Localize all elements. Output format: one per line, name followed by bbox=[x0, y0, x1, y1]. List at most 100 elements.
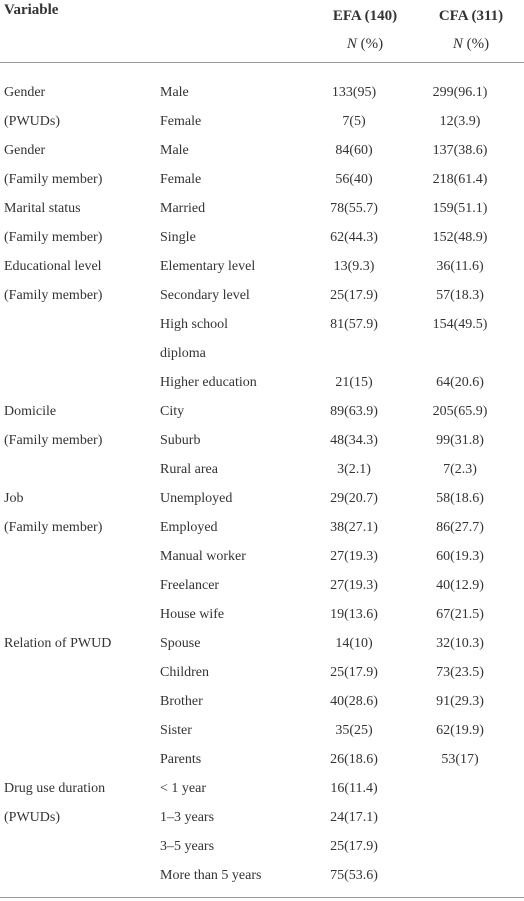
variable-cell bbox=[0, 542, 160, 571]
table-row: More than 5 years 75(53.6) bbox=[0, 861, 524, 890]
value-cell: 40(28.6) bbox=[330, 694, 378, 709]
value-cell: 62(19.9) bbox=[436, 723, 484, 738]
value-cell: 16(11.4) bbox=[330, 781, 378, 796]
category-cell: Male bbox=[160, 143, 189, 158]
value-cell: 62(44.3) bbox=[330, 230, 378, 245]
value-cell: 60(19.3) bbox=[436, 549, 484, 564]
table-row: Freelancer 27(19.3) 40(12.9) bbox=[0, 571, 524, 600]
variable-cell: Relation of PWUD bbox=[4, 636, 112, 651]
table-row: (Family member) Employed 38(27.1) 86(27.7) bbox=[0, 513, 524, 542]
variable-cell bbox=[0, 600, 160, 629]
value-cell: 205(65.9) bbox=[432, 404, 488, 419]
table-row: (Family member) Single 62(44.3) 152(48.9) bbox=[0, 223, 524, 252]
variable-cell bbox=[0, 310, 160, 368]
value-cell: 75(53.6) bbox=[330, 868, 378, 883]
header-title: EFA (140) bbox=[332, 8, 398, 24]
header-cell: Variable bbox=[4, 2, 59, 18]
variable-cell: Marital status bbox=[4, 201, 81, 216]
value-cell: 89(63.9) bbox=[330, 404, 378, 419]
table-row: House wife 19(13.6) 67(21.5) bbox=[0, 600, 524, 629]
value-cell: 26(18.6) bbox=[330, 752, 378, 767]
category-cell: Spouse bbox=[160, 636, 201, 651]
value-cell: 73(23.5) bbox=[436, 665, 484, 680]
table-row: (Family member) Female 56(40) 218(61.4) bbox=[0, 165, 524, 194]
category-cell: House wife bbox=[160, 607, 225, 622]
value-cell: 99(31.8) bbox=[436, 433, 484, 448]
category-cell: City bbox=[160, 404, 185, 419]
table-row: (Family member) Suburb 48(34.3) 99(31.8) bbox=[0, 426, 524, 455]
variable-cell: Gender bbox=[4, 85, 46, 100]
value-cell: 40(12.9) bbox=[436, 578, 484, 593]
category-cell: Employed bbox=[160, 520, 218, 535]
variable-cell bbox=[0, 455, 160, 484]
variable-cell: (PWUDs) bbox=[4, 810, 60, 825]
header-symbol: N bbox=[346, 36, 357, 52]
value-cell: 21(15) bbox=[335, 375, 373, 390]
table-row: (Family member) Secondary level 25(17.9) 57… bbox=[0, 281, 524, 310]
category-cell: Freelancer bbox=[160, 578, 220, 593]
table-header: Variable EFA (140) N (%) CFA (311) N (%) bbox=[0, 0, 524, 63]
variable-cell: Gender bbox=[4, 143, 46, 158]
table-row: Rural area 3(2.1) 7(2.3) bbox=[0, 455, 524, 484]
variable-cell: (Family member) bbox=[4, 172, 103, 187]
category-cell: Male bbox=[160, 85, 189, 100]
category-cell: Married bbox=[160, 201, 206, 216]
value-cell: 56(40) bbox=[335, 172, 373, 187]
variable-cell: (Family member) bbox=[4, 433, 103, 448]
value-cell: 67(21.5) bbox=[436, 607, 484, 622]
table-row: Drug use duration < 1 year 16(11.4) bbox=[0, 774, 524, 803]
category-cell: Single bbox=[160, 230, 196, 245]
category-cell: More than 5 years bbox=[160, 868, 262, 883]
value-cell: 25(17.9) bbox=[330, 288, 378, 303]
variable-cell: (PWUDs) bbox=[4, 114, 60, 129]
value-cell: 7(5) bbox=[342, 114, 366, 129]
header-cell: EFA (140) N (%) bbox=[310, 2, 420, 58]
table-row: (PWUDs) 1–3 years 24(17.1) bbox=[0, 803, 524, 832]
variable-cell: Educational level bbox=[4, 259, 102, 274]
table-row: Marital status Married 78(55.7) 159(51.1) bbox=[0, 194, 524, 223]
category-cell: Sister bbox=[160, 723, 192, 738]
category-cell: Children bbox=[160, 665, 209, 680]
value-cell: 24(17.1) bbox=[330, 810, 378, 825]
value-cell: 86(27.7) bbox=[436, 520, 484, 535]
category-cell: Rural area bbox=[160, 462, 218, 477]
value-cell: 7(2.3) bbox=[443, 462, 477, 477]
header-unit: (%) bbox=[360, 36, 384, 52]
value-cell: 133(95) bbox=[331, 85, 377, 100]
category-cell: Female bbox=[160, 172, 202, 187]
table-row: Higher education 21(15) 64(20.6) bbox=[0, 368, 524, 397]
table-row: Domicile City 89(63.9) 205(65.9) bbox=[0, 397, 524, 426]
variable-cell bbox=[0, 716, 160, 745]
table-row: 3–5 years 25(17.9) bbox=[0, 832, 524, 861]
value-cell: 91(29.3) bbox=[436, 694, 484, 709]
value-cell: 27(19.3) bbox=[330, 549, 378, 564]
category-cell: Brother bbox=[160, 694, 203, 709]
variable-cell bbox=[0, 687, 160, 716]
value-cell: 19(13.6) bbox=[330, 607, 378, 622]
table-row: Gender Male 133(95) 299(96.1) bbox=[0, 78, 524, 107]
value-cell: 64(20.6) bbox=[436, 375, 484, 390]
variable-cell: Domicile bbox=[4, 404, 57, 419]
category-cell: Higher education bbox=[160, 375, 257, 390]
variable-cell bbox=[0, 832, 160, 861]
variable-cell: Drug use duration bbox=[4, 781, 106, 796]
header-title: CFA (311) bbox=[438, 8, 504, 24]
table-row: Job Unemployed 29(20.7) 58(18.6) bbox=[0, 484, 524, 513]
value-cell: 12(3.9) bbox=[439, 114, 481, 129]
table-row: Educational level Elementary level 13(9.3)… bbox=[0, 252, 524, 281]
table-row: Relation of PWUD Spouse 14(10) 32(10.3) bbox=[0, 629, 524, 658]
value-cell: 32(10.3) bbox=[436, 636, 484, 651]
value-cell: 81(57.9) bbox=[330, 317, 378, 332]
table-row: Brother 40(28.6) 91(29.3) bbox=[0, 687, 524, 716]
value-cell: 57(18.3) bbox=[436, 288, 484, 303]
value-cell: 159(51.1) bbox=[432, 201, 488, 216]
value-cell: 25(17.9) bbox=[330, 839, 378, 854]
category-cell: Parents bbox=[160, 752, 202, 767]
table-row: Gender Male 84(60) 137(38.6) bbox=[0, 136, 524, 165]
category-cell: Female bbox=[160, 114, 202, 129]
category-cell: 1–3 years bbox=[160, 810, 215, 825]
category-cell: Unemployed bbox=[160, 491, 233, 506]
value-cell: 78(55.7) bbox=[330, 201, 378, 216]
table-body: Gender Male 133(95) 299(96.1) (PWUDs) Female 7… bbox=[0, 63, 524, 898]
category-cell: High school diploma bbox=[160, 317, 229, 361]
